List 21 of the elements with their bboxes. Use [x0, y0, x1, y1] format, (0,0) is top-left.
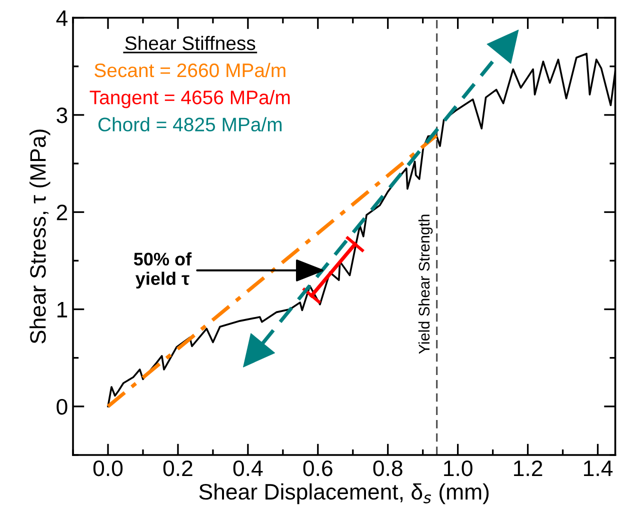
y-tick-label: 1: [57, 302, 68, 318]
x-tick-label: 1.4: [584, 460, 613, 476]
x-tick-label: 0.0: [93, 460, 123, 476]
x-tick-label: 1.0: [444, 460, 472, 476]
legend-title: Shear Stiffness: [125, 36, 256, 50]
y-tick-label: 2: [56, 204, 68, 220]
x-tick-label: 0.6: [303, 460, 332, 476]
y-tick-label: 3: [56, 107, 68, 124]
y-tick-label: 4: [56, 10, 68, 26]
x-tick-label: 0.8: [373, 460, 402, 476]
y-tick-label: 0: [56, 398, 68, 415]
x-tick-label: 0.4: [233, 460, 263, 476]
y-axis-title: Shear Stress, τ (MPa): [30, 130, 50, 344]
annotation: 50% of yield τ: [134, 252, 192, 289]
text: Chord = 4825 MPa/m: [98, 117, 282, 132]
text: Secant = 2660 MPa/m: [94, 62, 286, 78]
ref-line-label: Yield Shear Strength: [418, 214, 433, 354]
x-tick-label: 0.2: [163, 460, 192, 476]
text: Tangent = 4656 MPa/m: [90, 90, 290, 108]
x-tick-label: 1.2: [514, 460, 542, 476]
x-axis-title: Shear Displacement, δ$_{s}$ (mm): [199, 483, 489, 504]
